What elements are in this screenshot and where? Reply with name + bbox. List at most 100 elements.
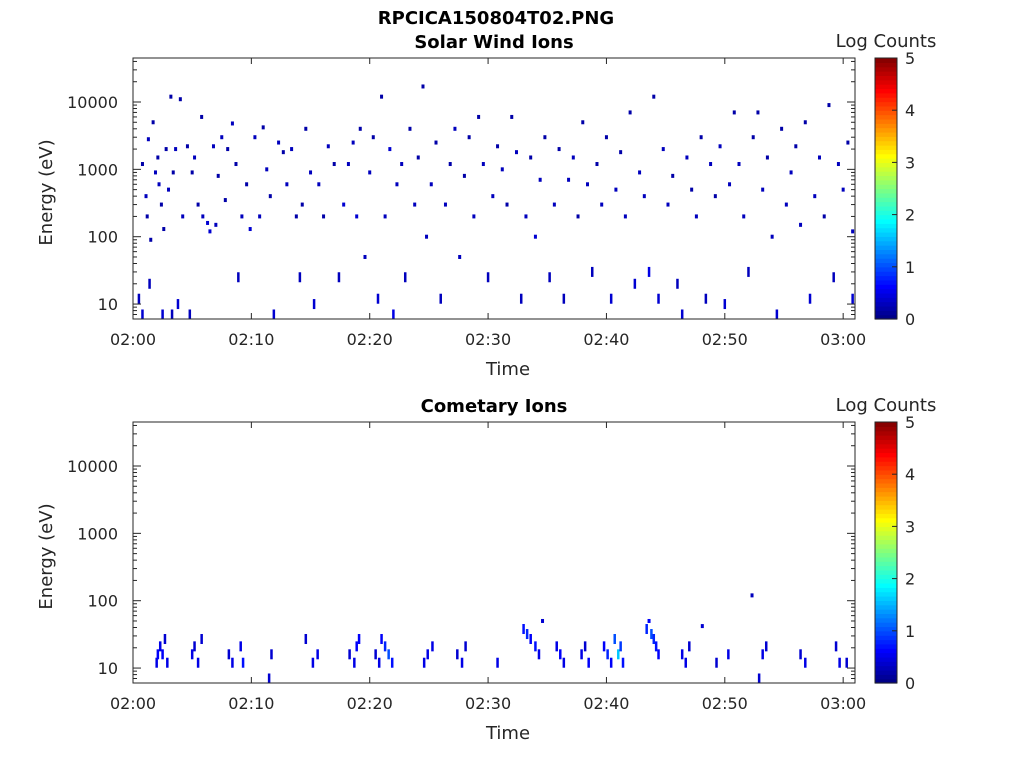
data-cell — [838, 657, 841, 668]
data-cell — [799, 222, 803, 227]
data-cell — [351, 140, 355, 145]
data-cell — [737, 162, 741, 167]
data-cell — [694, 214, 698, 219]
x-tick-label: 02:30 — [465, 694, 511, 713]
data-cell — [226, 147, 230, 152]
colorbar-segment — [875, 600, 897, 606]
data-cell — [728, 182, 732, 187]
data-cell — [481, 162, 485, 167]
colorbar-tick-label: 5 — [905, 49, 915, 68]
data-cell — [477, 114, 481, 119]
data-cell — [163, 634, 167, 645]
data-cell — [580, 649, 583, 660]
data-cell — [458, 254, 462, 259]
data-cell — [732, 110, 736, 115]
colorbar-segment — [875, 578, 897, 584]
data-cell — [400, 162, 404, 167]
x-axis-label: Time — [485, 723, 530, 744]
data-cell — [145, 214, 149, 219]
data-cell — [621, 657, 625, 668]
data-cell — [614, 187, 618, 192]
data-cell — [231, 657, 234, 668]
data-cell — [794, 144, 798, 149]
panel-title: Solar Wind Ions — [414, 32, 573, 53]
y-tick-label: 100 — [87, 228, 118, 247]
data-cell — [408, 126, 412, 131]
data-cell — [206, 220, 210, 225]
data-cell — [609, 293, 613, 304]
data-cell — [803, 120, 807, 125]
data-cell — [178, 97, 182, 102]
data-cell — [750, 593, 754, 598]
colorbar-label: Log Counts — [836, 395, 937, 416]
colorbar-segment — [875, 223, 897, 229]
data-cell — [699, 135, 703, 140]
x-axis-label: Time — [485, 359, 530, 380]
colorbar-segment — [875, 136, 897, 142]
colorbar-segment — [875, 79, 897, 85]
data-cell — [784, 202, 788, 207]
colorbar-segment — [875, 435, 897, 440]
data-cell — [613, 634, 616, 645]
data-cell — [268, 194, 272, 199]
data-cell — [647, 266, 651, 277]
data-cell — [822, 214, 826, 219]
data-cell — [633, 278, 637, 289]
colorbar-segment — [875, 84, 897, 90]
data-cell — [383, 641, 387, 652]
data-cell — [158, 641, 162, 652]
data-cell — [148, 278, 151, 289]
data-cell — [281, 150, 285, 155]
data-cell — [227, 649, 231, 660]
data-cell — [559, 649, 562, 660]
data-cell — [201, 214, 205, 219]
data-cell — [505, 202, 509, 207]
x-tick-label: 03:00 — [820, 330, 866, 349]
data-cell — [395, 182, 399, 187]
data-cell — [595, 162, 599, 167]
data-cell — [496, 657, 499, 668]
colorbar-tick-label: 1 — [905, 622, 915, 641]
plot-frame — [132, 57, 856, 320]
colorbar-segment — [875, 314, 897, 320]
data-cell — [688, 641, 691, 652]
data-cell — [431, 641, 434, 652]
data-cell — [144, 194, 148, 199]
colorbar-segment — [875, 88, 897, 94]
colorbar-segment — [875, 526, 897, 532]
colorbar-segment — [875, 469, 897, 475]
colorbar-segment — [875, 184, 897, 190]
colorbar-segment — [875, 609, 897, 614]
data-cell — [638, 170, 642, 175]
colorbar-segment — [875, 110, 897, 116]
data-cell — [181, 214, 185, 219]
data-cell — [388, 147, 392, 152]
colorbar-segment — [875, 97, 897, 103]
colorbar-segment — [875, 145, 897, 150]
data-cell — [241, 657, 245, 668]
colorbar-segment — [875, 305, 897, 311]
y-tick-label: 10000 — [67, 457, 118, 476]
colorbar-segment — [875, 171, 897, 177]
colorbar-segment — [875, 504, 897, 510]
colorbar-segment — [875, 495, 897, 501]
colorbar-tick-label: 1 — [905, 258, 915, 277]
colorbar-segment — [875, 140, 897, 146]
colorbar-segment — [875, 587, 897, 593]
colorbar-segment — [875, 210, 897, 216]
data-cell — [652, 634, 656, 645]
colorbar-segment — [875, 62, 897, 68]
colorbar-segment — [875, 253, 897, 259]
colorbar-tick-label: 3 — [905, 153, 915, 172]
x-tick-label: 02:00 — [110, 330, 156, 349]
colorbar-segment — [875, 162, 897, 168]
colorbar-segment — [875, 491, 897, 497]
y-axis-label: Energy (eV) — [36, 139, 57, 245]
data-cell — [326, 144, 330, 149]
data-cell — [425, 234, 429, 239]
data-cell — [346, 162, 350, 167]
colorbar-segment — [875, 123, 897, 129]
data-cell — [813, 194, 817, 199]
colorbar-segment — [875, 565, 897, 571]
colorbar-segment — [875, 513, 897, 519]
